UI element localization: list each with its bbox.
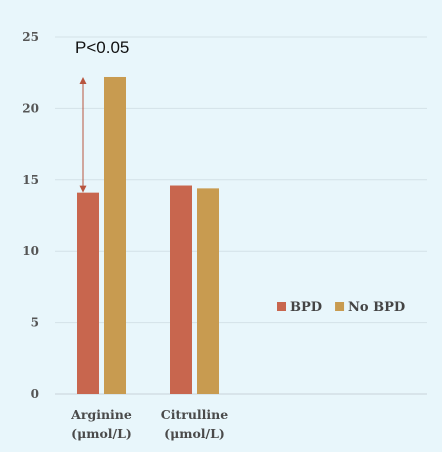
bar-bpd-citrulline (170, 185, 192, 394)
p-value-label: P<0.05 (75, 38, 129, 57)
legend-swatch (335, 302, 345, 311)
y-tick-label: 25 (22, 30, 39, 44)
category-unit-label: (μmol/L) (164, 426, 225, 441)
y-axis-ticks: 0 5 10 15 20 25 (22, 30, 39, 401)
y-tick-label: 10 (22, 244, 39, 258)
bar-bpd-arginine (77, 192, 99, 394)
legend-label: BPD (290, 300, 322, 315)
category-label: Arginine (70, 407, 132, 422)
arrow-head-down-icon (79, 185, 87, 193)
bars (77, 76, 219, 394)
legend-swatch (277, 302, 286, 311)
legend: BPD No BPD (277, 300, 405, 315)
legend-label: No BPD (348, 300, 405, 315)
bar-no-bpd-arginine (104, 76, 126, 394)
y-tick-label: 15 (22, 173, 39, 187)
bar-no-bpd-citrulline (197, 188, 219, 394)
category-label: Citrulline (161, 407, 228, 422)
x-axis-labels: Arginine (μmol/L) Citrulline (μmol/L) (70, 407, 228, 441)
significance-annotation: P<0.05 (75, 38, 129, 193)
y-tick-label: 0 (31, 387, 39, 401)
arrow-head-up-icon (79, 76, 87, 84)
category-unit-label: (μmol/L) (71, 426, 132, 441)
y-tick-label: 5 (31, 316, 39, 330)
y-tick-label: 20 (22, 101, 39, 115)
